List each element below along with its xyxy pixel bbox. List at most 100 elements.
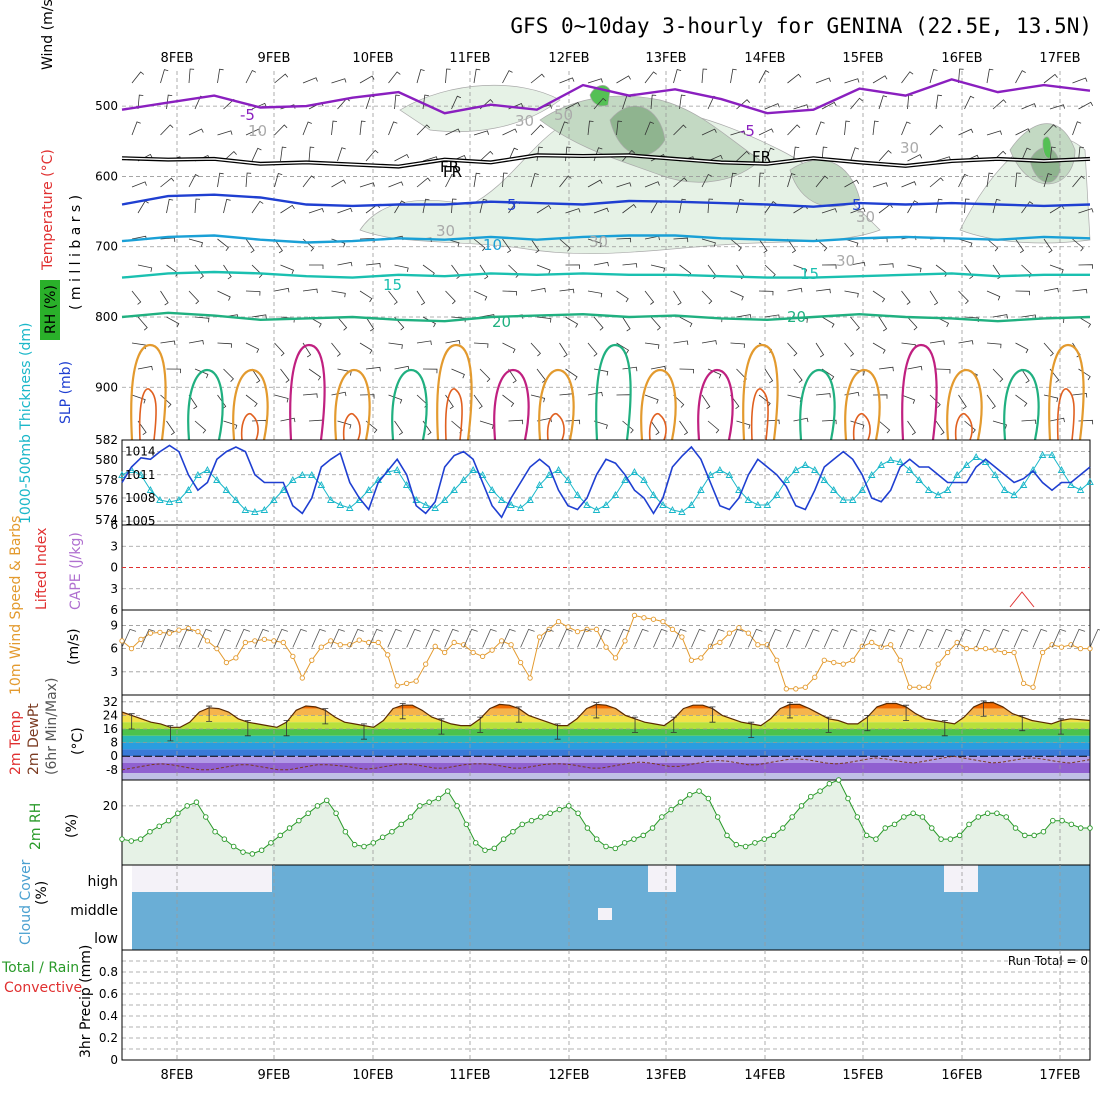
wind-barb <box>166 94 173 110</box>
temperature-contour <box>121 78 1091 115</box>
wind-barb <box>622 420 634 434</box>
wind-barb <box>137 264 153 272</box>
boundary-layer-contour <box>240 413 259 441</box>
wind-speed-point <box>290 653 296 660</box>
surface-wind-barb <box>216 628 232 648</box>
wind-speed-point <box>394 683 400 689</box>
wind-barb <box>217 172 224 188</box>
wind-barb <box>194 420 207 434</box>
surface-wind-barb <box>975 628 991 648</box>
wind-barb <box>131 290 142 305</box>
wind-barb <box>815 342 825 358</box>
wind-speed-point <box>432 643 438 649</box>
contour-label: 5 <box>852 196 862 214</box>
wind-barb <box>787 287 803 293</box>
wind-barb <box>188 68 195 84</box>
contour-label: FR <box>752 148 771 166</box>
pressure-tick-label: 800 <box>95 310 118 324</box>
wind-barb <box>616 237 632 243</box>
surface-wind-barb <box>311 628 326 648</box>
wind-barb <box>445 340 461 345</box>
boundary-layer-contour <box>954 413 973 441</box>
cloud-axis-label: Cloud Cover <box>18 859 34 945</box>
wind-barb <box>701 340 717 345</box>
wind-barb <box>308 207 324 214</box>
wind-barb <box>331 78 347 84</box>
wind-speed-point <box>204 638 211 644</box>
wind-barb <box>964 198 970 214</box>
wind-barb <box>274 342 285 357</box>
wind-speed-point <box>793 686 799 692</box>
wind-barb <box>986 172 994 188</box>
thickness-point <box>564 476 572 483</box>
boundary-layer-contour <box>901 343 938 441</box>
thickness-point <box>327 496 335 503</box>
rh-point <box>575 810 581 817</box>
wind-barb <box>992 420 1007 429</box>
wind-barb <box>673 394 685 408</box>
wind-barb <box>245 238 255 254</box>
wind-speed-point <box>356 637 362 643</box>
thickness-point <box>934 491 942 498</box>
rh-point <box>640 832 646 839</box>
wind-barb <box>508 368 517 384</box>
wind-barb <box>245 172 252 188</box>
surface-wind-barb <box>558 628 573 648</box>
wind-barb <box>821 146 828 162</box>
thickness-point <box>402 481 411 488</box>
wind-barb <box>616 290 629 303</box>
wind-barb <box>850 420 865 430</box>
wind-barb <box>166 316 180 328</box>
thickness-point <box>896 458 904 465</box>
boundary-layer-contour <box>138 388 157 441</box>
boundary-layer-contour <box>444 388 463 441</box>
surface-wind-barb <box>672 628 687 648</box>
wind-barb <box>929 340 945 345</box>
surface-wind-barb <box>880 628 896 648</box>
pressure-axis-labels: 1000-500mb Thickness (dm) SLP (mb) <box>18 323 74 524</box>
wind-barb <box>593 97 607 110</box>
contour-label: 30 <box>836 252 855 270</box>
wind-barb <box>137 316 148 331</box>
wind-barb <box>1043 342 1054 357</box>
wind-speed-point <box>166 630 173 636</box>
wind-speed-point <box>565 624 571 630</box>
wind-barb <box>986 238 999 252</box>
rh-point <box>547 810 553 817</box>
wind-barb <box>394 420 404 436</box>
thickness-point <box>1067 481 1075 488</box>
wind-barb <box>565 101 581 110</box>
wind-barb <box>758 128 774 136</box>
wind-speed-point <box>413 678 419 684</box>
rh-point <box>454 803 460 809</box>
wind-barb <box>935 420 945 436</box>
wind-barb <box>451 95 462 110</box>
surface-wind-barb <box>444 628 459 648</box>
wind-barb <box>787 173 796 188</box>
wind-barb <box>217 342 232 348</box>
contour-label: -5 <box>240 106 255 124</box>
rh-point <box>119 836 125 842</box>
date-label-bottom: 10FEB <box>352 1068 393 1083</box>
wind-barb <box>416 340 432 345</box>
millibars-axis-label: ( m i l l i b a r s ) <box>68 195 84 310</box>
thickness-point <box>611 491 620 498</box>
wind-barb <box>394 200 406 214</box>
date-label-top: 11FEB <box>449 51 490 66</box>
thickness-point <box>830 486 838 493</box>
wind-barb <box>901 121 911 136</box>
wind-speed-point <box>479 653 486 660</box>
wind-barb <box>331 120 338 136</box>
wind-barb <box>559 121 569 136</box>
wind-barb <box>650 316 661 331</box>
wind-barb <box>872 290 886 303</box>
wind-barb <box>565 368 578 381</box>
rh-point <box>1068 821 1075 828</box>
wind-speed-line <box>121 614 1090 690</box>
thickness-point <box>1086 478 1094 485</box>
rh-point <box>984 810 991 817</box>
wind-speed-point <box>660 618 666 625</box>
wind-barb <box>907 264 922 273</box>
thickness-tick-label: 578 <box>95 473 118 487</box>
wind-speed-point <box>138 636 144 643</box>
